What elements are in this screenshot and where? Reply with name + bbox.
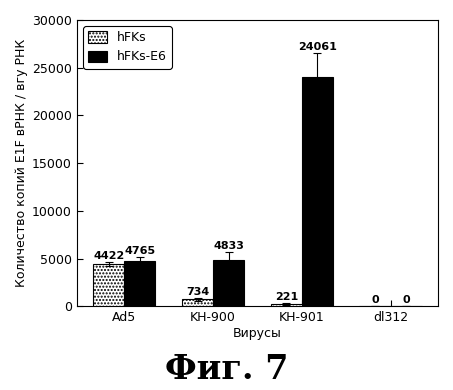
Text: 24061: 24061 [298,42,337,52]
Bar [182,299,213,306]
Bar [213,260,244,306]
Legend: hFKs, hFKs-E6: hFKs, hFKs-E6 [83,26,172,69]
Text: 4833: 4833 [213,241,244,251]
Text: 734: 734 [186,287,209,297]
Text: 0: 0 [402,295,410,305]
Y-axis label: Количество копий E1F вРНК / вгу РНК: Количество копий E1F вРНК / вгу РНК [15,39,28,287]
Text: 4422: 4422 [93,251,125,261]
Text: 0: 0 [371,295,379,305]
Text: 4765: 4765 [124,246,155,256]
Text: 221: 221 [275,292,298,302]
X-axis label: Вирусы: Вирусы [233,327,282,340]
Bar [271,304,302,306]
Text: Фиг. 7: Фиг. 7 [165,353,288,386]
Bar [93,264,125,306]
Bar [125,261,155,306]
Bar [302,77,333,306]
